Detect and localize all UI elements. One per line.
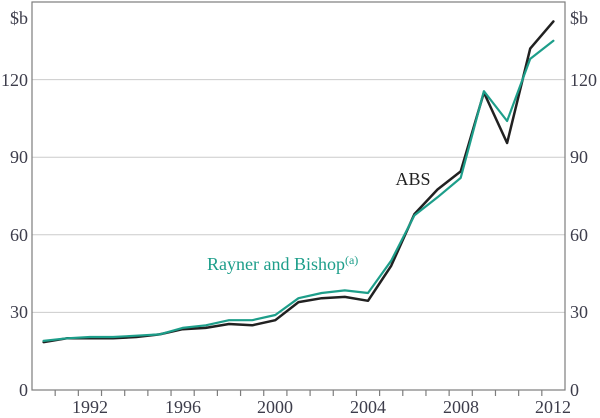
y-tick-label-right-60: 60 bbox=[570, 225, 588, 245]
series-label-rayner-bishop-text: Rayner and Bishop bbox=[207, 254, 345, 274]
y-tick-label-left-30: 30 bbox=[10, 302, 28, 322]
y-tick-label-right-90: 90 bbox=[570, 147, 588, 167]
x-tick-label-2004: 2004 bbox=[350, 397, 386, 417]
y-axis-unit-right: $b bbox=[570, 8, 588, 28]
series-label-abs: ABS bbox=[390, 169, 436, 190]
y-tick-label-left-120: 120 bbox=[1, 70, 28, 90]
y-tick-label-right-30: 30 bbox=[570, 302, 588, 322]
y-tick-label-left-90: 90 bbox=[10, 147, 28, 167]
x-tick-label-1996: 1996 bbox=[165, 397, 201, 417]
y-tick-label-left-60: 60 bbox=[10, 225, 28, 245]
series-label-rayner-bishop: Rayner and Bishop(a) bbox=[207, 252, 358, 275]
x-tick-label-1992: 1992 bbox=[72, 397, 108, 417]
y-tick-label-right-120: 120 bbox=[570, 70, 597, 90]
x-tick-label-2000: 2000 bbox=[257, 397, 293, 417]
plot-frame bbox=[31, 1, 566, 391]
y-tick-label-left-0: 0 bbox=[19, 380, 28, 400]
series-label-abs-text: ABS bbox=[395, 169, 431, 189]
series-label-rayner-bishop-footnote-marker: (a) bbox=[344, 253, 359, 267]
y-axis-unit-left: $b bbox=[10, 8, 28, 28]
x-tick-label-2008: 2008 bbox=[443, 397, 479, 417]
series-line-abs bbox=[42, 20, 555, 344]
x-tick-label-2012: 2012 bbox=[535, 397, 571, 417]
series-line-rayner-and-bishop bbox=[42, 39, 555, 342]
y-tick-label-right-0: 0 bbox=[570, 380, 579, 400]
